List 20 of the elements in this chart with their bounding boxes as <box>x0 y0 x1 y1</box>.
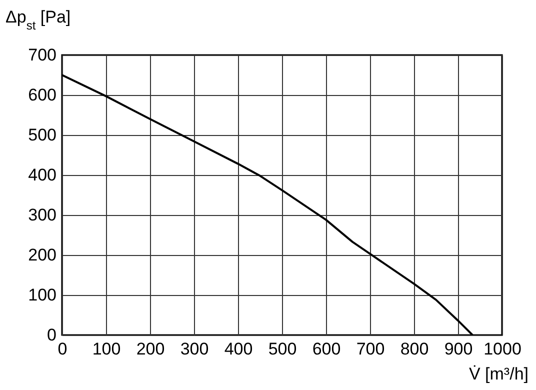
y-tick-label: 600 <box>28 86 56 104</box>
x-tick-label: 200 <box>136 340 165 358</box>
x-tick-label: 900 <box>444 340 473 358</box>
y-tick-label: 400 <box>28 166 56 184</box>
y-axis-title: Δp$_{st}$ [Pa] <box>6 8 71 32</box>
x-axis-title: V̇ [m³/h] <box>468 364 528 384</box>
y-tick-label: 200 <box>28 246 56 264</box>
x-tick-label: 1000 <box>484 340 522 358</box>
x-tick-label: 600 <box>312 340 341 358</box>
x-tick-label: 800 <box>400 340 429 358</box>
y-tick-label: 0 <box>47 326 56 344</box>
x-tick-label: 500 <box>268 340 297 358</box>
x-tick-label: 300 <box>180 340 209 358</box>
y-tick-label: 500 <box>28 126 56 144</box>
y-tick-label: 700 <box>28 46 56 64</box>
x-tick-label: 700 <box>356 340 385 358</box>
x-tick-label: 100 <box>92 340 121 358</box>
y-tick-label: 100 <box>28 286 56 304</box>
x-tick-label: 400 <box>224 340 253 358</box>
y-tick-label: 300 <box>28 206 56 224</box>
